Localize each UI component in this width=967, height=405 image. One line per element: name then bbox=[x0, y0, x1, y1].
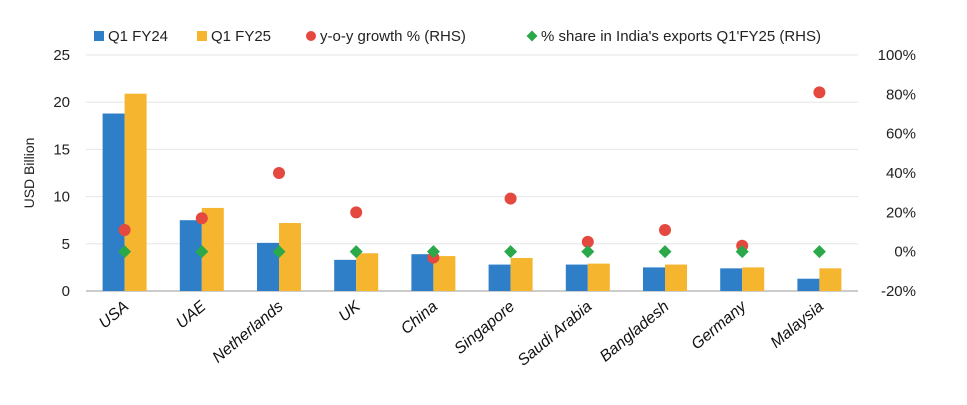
category-label: Germany bbox=[688, 297, 750, 353]
y2-tick-label: 0% bbox=[894, 244, 916, 261]
y2-tick-label: 100% bbox=[878, 47, 916, 64]
growth-marker bbox=[813, 86, 826, 99]
share-marker bbox=[118, 245, 132, 259]
y-tick-label: 5 bbox=[62, 236, 70, 253]
y-tick-label: 10 bbox=[53, 189, 70, 206]
category-label: China bbox=[398, 298, 441, 338]
bar-q1-fy25 bbox=[279, 223, 301, 291]
bar-q1-fy24 bbox=[102, 113, 125, 291]
legend-label: Q1 FY24 bbox=[108, 28, 168, 45]
bar-q1-fy25 bbox=[819, 268, 842, 291]
legend-swatch bbox=[94, 31, 104, 41]
y-tick-label: 25 bbox=[53, 47, 70, 64]
legend-swatch bbox=[306, 31, 316, 41]
category-label: Singapore bbox=[451, 298, 518, 358]
share-marker bbox=[812, 245, 826, 259]
growth-marker bbox=[504, 192, 517, 205]
growth-marker bbox=[659, 224, 671, 237]
bar-q1-fy25 bbox=[665, 264, 687, 291]
bar-q1-fy24 bbox=[643, 267, 665, 291]
bar-q1-fy24 bbox=[565, 264, 588, 291]
growth-marker bbox=[350, 206, 363, 219]
share-marker bbox=[195, 245, 209, 259]
y-tick-label: 0 bbox=[62, 283, 70, 300]
growth-marker bbox=[581, 235, 594, 248]
legend-label: Q1 FY25 bbox=[211, 28, 271, 45]
bar-q1-fy25 bbox=[510, 257, 533, 291]
bar-q1-fy24 bbox=[488, 264, 511, 291]
bar-q1-fy25 bbox=[201, 207, 224, 291]
y2-tick-label: 80% bbox=[886, 86, 916, 103]
y2-tick-label: 40% bbox=[886, 165, 916, 182]
bar-q1-fy25 bbox=[356, 253, 379, 291]
y2-tick-label: 20% bbox=[886, 204, 916, 221]
bar-q1-fy25 bbox=[587, 263, 610, 291]
bar-q1-fy24 bbox=[334, 259, 357, 291]
y-tick-label: 20 bbox=[53, 94, 70, 111]
share-marker bbox=[504, 245, 518, 259]
category-label: USA bbox=[96, 298, 132, 332]
category-label: UK bbox=[336, 297, 365, 325]
bar-q1-fy24 bbox=[257, 242, 279, 291]
share-marker bbox=[349, 245, 363, 259]
y-axis-title: USD Billion bbox=[21, 138, 37, 209]
bar-q1-fy25 bbox=[124, 93, 147, 291]
bar-q1-fy25 bbox=[742, 267, 765, 291]
share-marker bbox=[426, 245, 440, 259]
share-marker bbox=[658, 245, 672, 259]
share-marker bbox=[735, 245, 749, 259]
legend-label: y-o-y growth % (RHS) bbox=[320, 28, 466, 45]
category-label: Netherlands bbox=[210, 298, 287, 366]
growth-marker bbox=[273, 167, 285, 179]
category-label: Saudi Arabia bbox=[515, 298, 596, 370]
category-label: Bangladesh bbox=[597, 298, 673, 365]
category-label: UAE bbox=[173, 298, 209, 332]
bar-q1-fy24 bbox=[797, 278, 820, 291]
bar-q1-fy24 bbox=[411, 254, 434, 291]
y2-tick-label: 60% bbox=[886, 126, 916, 143]
legend-swatch bbox=[526, 30, 538, 42]
share-marker bbox=[581, 245, 595, 259]
growth-marker bbox=[118, 224, 131, 237]
share-marker bbox=[272, 245, 286, 259]
y2-tick-label: -20% bbox=[881, 283, 916, 300]
bar-q1-fy24 bbox=[179, 220, 202, 291]
growth-marker bbox=[195, 212, 208, 225]
legend-swatch bbox=[197, 31, 207, 41]
legend-label: % share in India's exports Q1'FY25 (RHS) bbox=[541, 28, 821, 45]
bar-q1-fy24 bbox=[720, 268, 743, 291]
category-label: Malaysia bbox=[768, 298, 827, 352]
bar-q1-fy25 bbox=[433, 256, 456, 291]
y-tick-label: 15 bbox=[53, 141, 70, 158]
